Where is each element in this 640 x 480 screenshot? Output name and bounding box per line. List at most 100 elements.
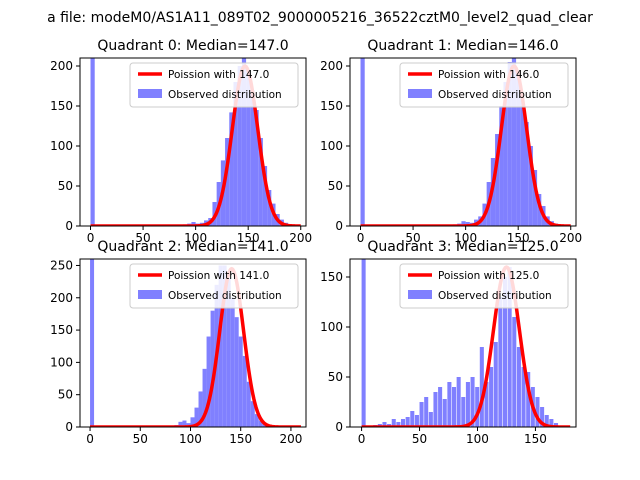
- poisson-fit-line: [89, 266, 302, 427]
- y-tick-label: 250: [50, 258, 73, 272]
- hist-bar: [451, 387, 457, 427]
- hist-bar: [226, 278, 231, 427]
- hist-bar: [250, 401, 255, 427]
- hist-bar: [521, 367, 526, 427]
- x-tick-label: 100: [179, 432, 202, 446]
- hist-bar: [210, 310, 215, 427]
- hist-bar: [250, 90, 255, 226]
- panel-2: 0 50 100 150 200 0 50 100 150 200 250 Poission with…: [50, 239, 307, 446]
- hist-bar: [246, 70, 251, 226]
- hist-bar: [442, 399, 447, 427]
- hist-bar: [234, 317, 239, 427]
- hist-bar: [516, 74, 521, 226]
- y-tick-label: 200: [320, 59, 343, 73]
- hist-bar: [479, 347, 484, 427]
- plot-area: [361, 259, 571, 427]
- hist-bar: [516, 347, 521, 427]
- hist-bar: [553, 423, 559, 427]
- hist-bar: [405, 417, 410, 427]
- legend: Poission with 147.0 Observed distribution: [129, 62, 299, 108]
- legend-hist-swatch: [408, 89, 432, 98]
- hist-bar: [428, 412, 433, 427]
- y-tick-label: 50: [58, 388, 73, 402]
- axes-frame: [79, 258, 307, 428]
- hist-bar: [447, 382, 452, 427]
- y-tick-label: 0: [335, 420, 343, 434]
- hist-bar: [438, 387, 443, 427]
- legend-hist-label: Observed distribution: [168, 290, 282, 302]
- hist-bar: [456, 377, 461, 427]
- hist-bar: [258, 420, 263, 427]
- legend: Poission with 125.0 Observed distribution: [399, 263, 569, 309]
- x-tick-label: 100: [184, 231, 207, 245]
- hist-bar: [254, 414, 259, 427]
- x-tick-label: 50: [412, 432, 427, 446]
- hist-bar: [238, 336, 243, 427]
- panel-title: Quadrant 1: Median=146.0: [367, 38, 558, 54]
- y-tick-label: 50: [328, 370, 343, 384]
- plot-area: [89, 259, 302, 427]
- x-tick-label: 150: [229, 432, 252, 446]
- x-tick-label: 150: [237, 231, 260, 245]
- legend-hist-swatch: [408, 290, 432, 299]
- x-tick-label: 100: [466, 432, 489, 446]
- hist-bar: [242, 355, 247, 427]
- hist-bar: [537, 194, 542, 226]
- x-tick-label: 150: [507, 231, 530, 245]
- y-tick-label: 100: [50, 139, 73, 153]
- hist-bar: [495, 134, 500, 226]
- legend-fit-label: Poission with 146.0: [438, 69, 539, 81]
- hist-bar: [254, 110, 259, 226]
- hist-bar: [461, 397, 466, 427]
- hist-bar: [532, 170, 538, 226]
- panel-3: 0 50 100 150 0 50 100 150 Poission with 125.0 Obs…: [320, 239, 577, 446]
- y-tick-label: 200: [50, 59, 73, 73]
- hist-bar: [540, 407, 545, 427]
- panel-title: Quadrant 3: Median=125.0: [367, 239, 558, 255]
- legend: Poission with 146.0 Observed distribution: [399, 62, 569, 108]
- hist-bar: [361, 259, 366, 427]
- axes-frame: [349, 258, 577, 428]
- x-tick-label: 200: [289, 231, 312, 245]
- hist-bar: [191, 222, 196, 226]
- y-tick-label: 150: [50, 99, 73, 113]
- hist-bar: [229, 112, 234, 226]
- legend-hist-swatch: [138, 290, 162, 299]
- hist-bar: [262, 166, 268, 226]
- hist-bar: [202, 368, 207, 427]
- hist-bar: [90, 259, 95, 427]
- legend-fit-label: Poission with 125.0: [438, 270, 539, 282]
- poisson-fit-line: [361, 265, 571, 427]
- y-tick-label: 150: [320, 99, 343, 113]
- x-tick-label: 50: [133, 432, 148, 446]
- hist-bar: [246, 381, 251, 427]
- y-tick-label: 0: [65, 219, 73, 233]
- hist-bar: [241, 58, 247, 226]
- figure-suptitle: a file: modeM0/AS1A11_089T02_9000005216_…: [47, 10, 593, 26]
- legend-hist-label: Observed distribution: [438, 290, 552, 302]
- hist-bar: [414, 415, 419, 427]
- hist-bar: [90, 58, 95, 226]
- x-tick-label: 100: [454, 231, 477, 245]
- hist-bar: [410, 411, 415, 427]
- hist-bar: [206, 336, 211, 427]
- hist-bar: [470, 377, 475, 427]
- hist-bar: [461, 221, 466, 226]
- y-tick-label: 100: [320, 139, 343, 153]
- hist-bar: [535, 397, 540, 427]
- x-tick-label: 0: [86, 432, 94, 446]
- axes-frame: [79, 57, 307, 227]
- hist-bar: [396, 422, 401, 427]
- hist-bar: [218, 265, 223, 427]
- hist-bar: [230, 297, 235, 427]
- y-tick-label: 50: [58, 179, 73, 193]
- hist-bar: [498, 297, 503, 427]
- hist-bar: [222, 265, 227, 427]
- panel-1: 0 50 100 150 200 0 50 100 150 200 Poission with 14…: [320, 38, 582, 245]
- x-tick-label: 0: [357, 231, 365, 245]
- axes-frame: [349, 57, 577, 227]
- y-tick-label: 150: [50, 323, 73, 337]
- hist-bar: [503, 82, 508, 226]
- x-tick-label: 50: [135, 231, 150, 245]
- legend-hist-label: Observed distribution: [438, 89, 552, 101]
